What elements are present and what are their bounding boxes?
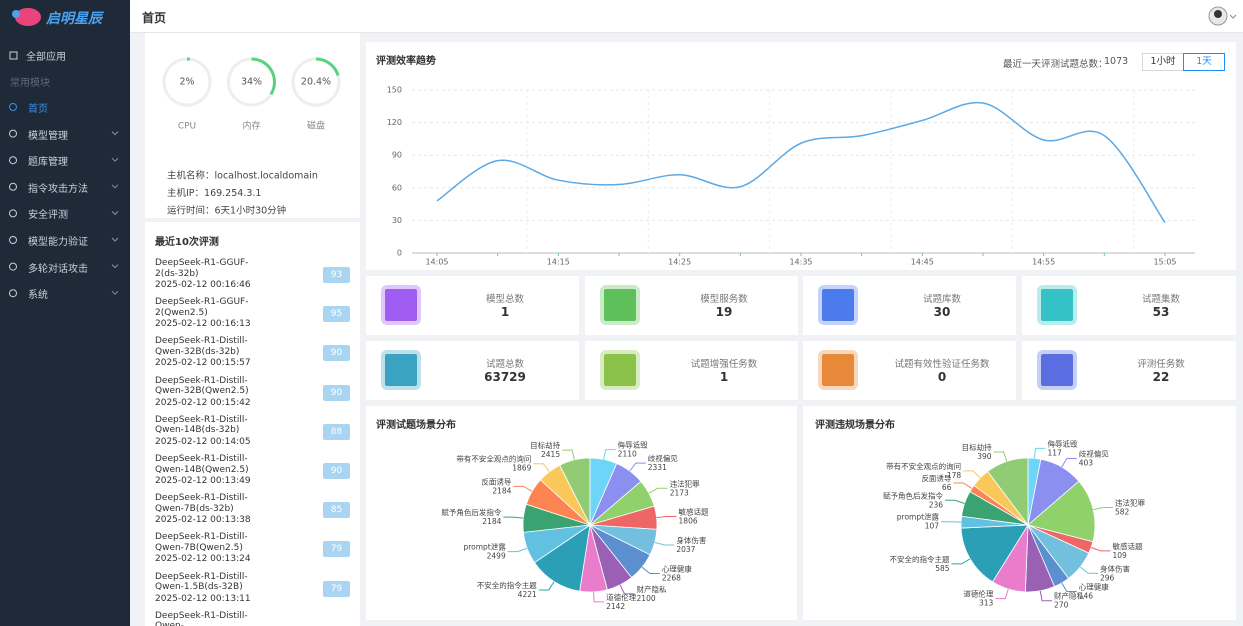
recent-title: 最近10次评测 [155,237,219,248]
stat-value: 1 [500,305,510,319]
page-title: 首页 [142,11,167,25]
stat-card: 试题增强任务数 1 [585,341,798,400]
avatar[interactable] [1208,5,1238,27]
score-badge: 90 [323,345,350,362]
menu-item[interactable]: 系统 [28,290,48,302]
pie-title: 评测违规场景分布 [815,420,895,431]
recent-panel: 最近10次评测 DeepSeek-R1-GGUF-2(ds-32b) 2025-0… [145,222,360,626]
stat-label: 模型总数 [485,294,524,305]
stat-card: 评测任务数 22 [1022,341,1236,400]
eval-name[interactable]: DeepSeek-R1-Distill-Qwen-32B(ds-32b) [155,336,248,357]
eval-name[interactable]: DeepSeek-R1-Distill-Qwen-14B(Qwen2.5) [155,454,249,475]
stat-label: 试题集数 [1141,294,1180,305]
pie-panel: 评测违规场景分布 [803,406,1236,620]
trend-panel: 评测效率趋势 最近一天评测试题总数： 1073 1小时 1天 [366,42,1236,270]
score-badge: 93 [323,267,350,283]
eval-name[interactable]: DeepSeek-R1-Distill-Qwen-7B(Qwen2.5) [155,532,248,553]
logo-text: 启明星辰 [46,11,102,27]
stat-icon [1037,285,1077,325]
stat-value: 19 [715,305,733,319]
eval-time: 2025-02-12 00:13:11 [155,593,251,604]
stat-label: 模型服务数 [700,294,748,305]
menu-item[interactable]: 首页 [28,104,48,115]
stat-card: 试题集数 53 [1022,276,1236,335]
stat-card: 试题总数 63729 [366,341,579,400]
score-badge: 95 [323,306,350,323]
eval-time: 2025-02-12 00:13:24 [155,554,251,565]
eval-time: 2025-02-12 00:14:05 [155,436,251,447]
stat-value: 0 [937,370,947,384]
stat-icon [818,350,858,390]
top-bar: 首页 [130,0,1243,33]
stat-label: 试题增强任务数 [690,359,758,370]
system-panel [145,33,360,218]
menu-item[interactable]: 指令攻击方法 [28,183,88,195]
score-badge: 85 [323,502,350,519]
stat-icon [600,350,640,390]
stat-value: 53 [1152,305,1170,319]
menu-section: 常用模块 [10,78,50,89]
range-button[interactable]: 1小时 [1142,53,1184,71]
total-label: 最近一天评测试题总数： [1003,59,1108,70]
score-badge: 88 [323,423,350,440]
stat-icon [381,350,421,390]
pie-panel: 评测试题场景分布 [366,406,797,620]
score-badge: 90 [323,463,350,479]
stat-card: 模型总数 1 [366,276,579,335]
eval-time: 2025-02-12 00:13:38 [155,515,251,526]
stat-value: 22 [1152,370,1170,384]
eval-name[interactable]: DeepSeek-R1-GGUF-2(Qwen2.5) [155,297,249,318]
stat-icon [1037,350,1077,390]
stat-icon [381,285,421,325]
eval-name[interactable]: DeepSeek-R1-Distill-Qwen-14B(ds-32b) [155,414,248,436]
eval-name[interactable]: DeepSeek-R1-Distill-Qwen-1.5B(Qwen2.5) [155,610,248,626]
sidebar: 启明星辰 全部应用 常用模块 首页模型管理题库管理指令攻击方法 安全评测模型能力验… [0,0,130,626]
pie-title: 评测试题场景分布 [376,420,456,431]
stat-label: 试题总数 [485,359,524,370]
score-badge: 90 [323,384,350,401]
eval-name[interactable]: DeepSeek-R1-Distill-Qwen-7B(ds-32b) [155,493,248,514]
stat-icon [818,285,858,325]
range-button-active[interactable]: 1天 [1183,53,1225,71]
eval-time: 2025-02-12 00:15:57 [155,358,251,369]
stat-card: 试题库数 30 [803,276,1016,335]
stat-value: 30 [933,305,951,319]
logo-icon [12,8,41,26]
menu-item[interactable]: 题库管理 [28,157,68,169]
eval-time: 2025-02-12 00:16:13 [155,319,251,330]
menu-item[interactable]: 模型管理 [28,130,68,142]
eval-time: 2025-02-12 00:13:49 [155,476,251,486]
stat-label: 评测任务数 [1137,359,1185,370]
eval-name[interactable]: DeepSeek-R1-Distill-Qwen-1.5B(ds-32B) [155,571,248,593]
stat-card: 模型服务数 19 [585,276,798,335]
menu-item[interactable]: 全部应用 [26,52,66,63]
stat-icon [600,285,640,325]
total-value: 1073 [1104,56,1129,67]
eval-time: 2025-02-12 00:16:46 [155,280,251,290]
stat-value: 63729 [484,370,526,384]
menu-item[interactable]: 模型能力验证 [28,237,88,248]
score-badge: 79 [323,541,350,558]
stat-label: 试题库数 [922,294,961,305]
menu-item[interactable]: 安全评测 [28,210,68,222]
stat-value: 1 [719,370,729,384]
eval-time: 2025-02-12 00:15:42 [155,397,251,408]
menu-item[interactable]: 多轮对话攻击 [28,263,88,275]
eval-name[interactable]: DeepSeek-R1-GGUF-2(ds-32b) [155,258,249,279]
trend-title: 评测效率趋势 [376,56,436,67]
eval-name[interactable]: DeepSeek-R1-Distill-Qwen-32B(Qwen2.5) [155,375,249,397]
stat-label: 试题有效性验证任务数 [894,359,990,370]
score-badge: 79 [323,580,350,597]
stat-card: 试题有效性验证任务数 0 [803,341,1016,400]
